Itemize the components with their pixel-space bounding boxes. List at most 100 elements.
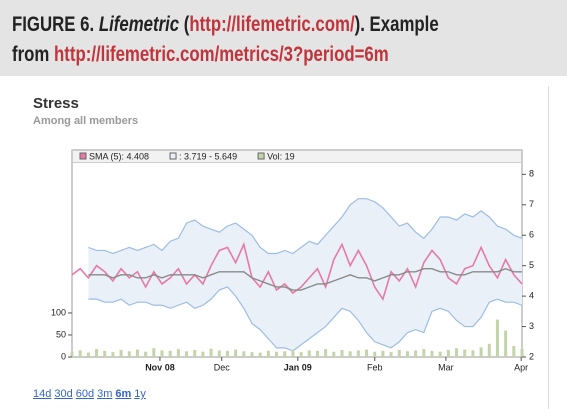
volume-bar <box>258 352 262 357</box>
volume-bar <box>520 349 524 357</box>
volume-bar <box>340 349 344 357</box>
volume-bar <box>438 351 442 357</box>
period-links: 14d 30d 60d 3m 6m 1y <box>33 388 149 400</box>
volume-bar <box>315 350 319 357</box>
caption-name: Lifemetric <box>98 13 180 36</box>
chart-subtitle: Among all members <box>33 115 139 127</box>
volume-bar <box>266 350 270 357</box>
volume-bar <box>119 349 123 357</box>
caption-url: http://lifemetric.com/metrics/3?period=6… <box>54 43 389 66</box>
volume-bar <box>365 349 369 357</box>
caption-url: http://lifemetric.com/ <box>189 13 355 36</box>
panel <box>18 86 549 409</box>
volume-bar <box>127 351 131 357</box>
x-tick-label: Mar <box>438 362 454 372</box>
volume-bar <box>381 350 385 357</box>
volume-bar <box>332 351 336 357</box>
caption-text: ). Example <box>354 13 439 36</box>
volume-bar <box>201 351 205 357</box>
band-area <box>88 198 522 351</box>
volume-bar <box>512 345 516 357</box>
volume-bar <box>291 349 295 357</box>
volume-bar <box>209 348 213 357</box>
legend-swatch <box>79 152 87 160</box>
x-tick-label: Apr <box>514 362 528 372</box>
period-link[interactable]: 6m <box>115 388 132 400</box>
legend-swatch <box>257 152 265 160</box>
volume-bar <box>70 351 74 357</box>
volume-bar <box>144 351 148 357</box>
volume-bar <box>348 351 352 357</box>
volume-bar <box>299 352 303 357</box>
volume-bar <box>193 349 197 357</box>
y2-tick-label: 3 <box>529 321 534 331</box>
volume-bar <box>405 351 409 357</box>
caption-text: from <box>12 43 50 66</box>
y2-tick-label: 2 <box>529 351 534 361</box>
volume-bar <box>414 350 418 357</box>
legend-label: Vol: 19 <box>267 151 295 161</box>
volume-bar <box>234 349 238 357</box>
volume-bar <box>487 343 491 357</box>
period-link[interactable]: 60d <box>75 388 95 400</box>
volume-bar <box>479 347 483 357</box>
volume-bar <box>152 348 156 357</box>
volume-bar <box>504 330 508 357</box>
volume-bar <box>103 350 107 357</box>
line <box>88 267 522 291</box>
period-link[interactable]: 3m <box>97 388 113 400</box>
period-link[interactable]: 30d <box>54 388 73 400</box>
period-link[interactable]: 1y <box>134 388 146 400</box>
volume-bar <box>495 319 499 357</box>
period-link[interactable]: 14d <box>33 388 52 400</box>
volume-bar <box>356 350 360 357</box>
caption-text: ( <box>183 13 190 36</box>
volume-bar <box>225 350 229 357</box>
volume-bar <box>373 351 377 357</box>
y2-tick-label: 4 <box>529 290 534 300</box>
volume-bar <box>446 349 450 357</box>
legend-label: SMA (5): 4.408 <box>89 151 149 161</box>
x-tick-label: Dec <box>214 362 231 372</box>
volume-bar <box>397 349 401 357</box>
legend-label: : 3.719 - 5.649 <box>179 151 237 161</box>
chart-title: Stress <box>33 95 79 112</box>
x-tick-label: Feb <box>367 362 383 372</box>
band-edge <box>88 198 523 255</box>
y-tick-label: 50 <box>56 329 66 339</box>
volume-bar <box>185 351 189 357</box>
y-tick-label: 0 <box>61 351 66 361</box>
volume-bar <box>430 350 434 357</box>
band-edge <box>88 286 523 352</box>
volume-bar <box>86 352 90 357</box>
volume-bar <box>324 349 328 357</box>
x-tick-label: Nov 08 <box>145 362 175 372</box>
caption: FIGURE 6. Lifemetric (http://lifemetric.… <box>12 10 439 70</box>
volume-bar <box>111 352 115 357</box>
volume-bar <box>176 349 180 357</box>
y2-tick-label: 5 <box>529 260 534 270</box>
volume-bar <box>78 350 82 357</box>
volume-bar <box>455 348 459 357</box>
volume-bar <box>242 351 246 357</box>
y2-tick-label: 6 <box>529 230 534 240</box>
legend-bg <box>72 150 522 163</box>
volume-bar <box>275 351 279 357</box>
volume-bar <box>422 349 426 357</box>
legend-swatch <box>169 152 177 160</box>
volume-bar <box>389 352 393 357</box>
volume-bar <box>160 350 164 357</box>
volume-bar <box>168 350 172 357</box>
volume-bar <box>217 350 221 357</box>
volume-bar <box>283 351 287 357</box>
caption-band: FIGURE 6. Lifemetric (http://lifemetric.… <box>0 0 567 76</box>
volume-bar <box>463 349 467 357</box>
caption-label: FIGURE 6. <box>12 13 95 36</box>
volume-bar <box>135 349 139 357</box>
volume-bar <box>250 352 254 357</box>
y2-tick-label: 8 <box>529 169 534 179</box>
volume-bar <box>307 350 311 357</box>
y2-tick-label: 7 <box>529 199 534 209</box>
